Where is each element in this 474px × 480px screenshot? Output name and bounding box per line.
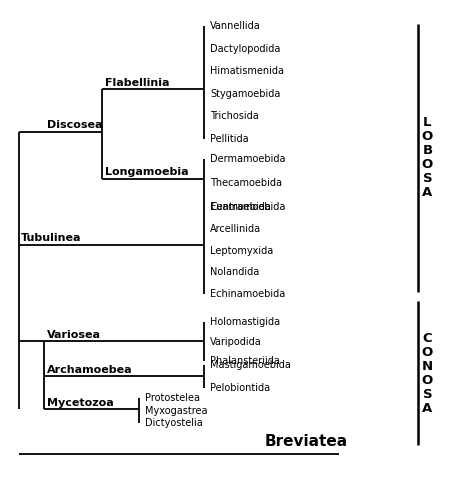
Text: Variosea: Variosea bbox=[46, 330, 100, 340]
Text: Flabellinia: Flabellinia bbox=[105, 78, 169, 88]
Text: Dictyostelia: Dictyostelia bbox=[145, 419, 203, 429]
Text: Echinamoebida: Echinamoebida bbox=[210, 289, 285, 299]
Text: Discosea: Discosea bbox=[46, 120, 102, 131]
Text: Arcellinida: Arcellinida bbox=[210, 224, 261, 234]
Text: Thecamoebida: Thecamoebida bbox=[210, 178, 282, 188]
Text: C
O
N
O
S
A: C O N O S A bbox=[422, 332, 433, 415]
Text: Trichosida: Trichosida bbox=[210, 111, 259, 121]
Text: Stygamoebida: Stygamoebida bbox=[210, 89, 281, 99]
Text: Pelobiontida: Pelobiontida bbox=[210, 383, 270, 393]
Text: Varipodida: Varipodida bbox=[210, 336, 262, 347]
Text: Mastigamoebida: Mastigamoebida bbox=[210, 360, 291, 370]
Text: L
O
B
O
S
A: L O B O S A bbox=[422, 116, 433, 199]
Text: Breviatea: Breviatea bbox=[265, 434, 348, 449]
Text: Euamoebida: Euamoebida bbox=[210, 202, 271, 212]
Text: Myxogastrea: Myxogastrea bbox=[145, 406, 208, 416]
Text: Protostelea: Protostelea bbox=[145, 393, 200, 403]
Text: Nolandida: Nolandida bbox=[210, 267, 259, 277]
Text: Pellitida: Pellitida bbox=[210, 134, 249, 144]
Text: Tubulinea: Tubulinea bbox=[21, 233, 82, 243]
Text: Longamoebia: Longamoebia bbox=[105, 168, 188, 178]
Text: Himatismenida: Himatismenida bbox=[210, 66, 284, 76]
Text: Leptomyxida: Leptomyxida bbox=[210, 246, 273, 255]
Text: Holomastigida: Holomastigida bbox=[210, 317, 280, 327]
Text: Vannellida: Vannellida bbox=[210, 21, 261, 31]
Text: Centramoebida: Centramoebida bbox=[210, 202, 285, 212]
Text: Mycetozoa: Mycetozoa bbox=[46, 398, 113, 408]
Text: Dermamoebida: Dermamoebida bbox=[210, 154, 285, 164]
Text: Archamoebea: Archamoebea bbox=[46, 365, 132, 375]
Text: Dactylopodida: Dactylopodida bbox=[210, 44, 281, 54]
Text: Phalansteriida: Phalansteriida bbox=[210, 356, 280, 366]
